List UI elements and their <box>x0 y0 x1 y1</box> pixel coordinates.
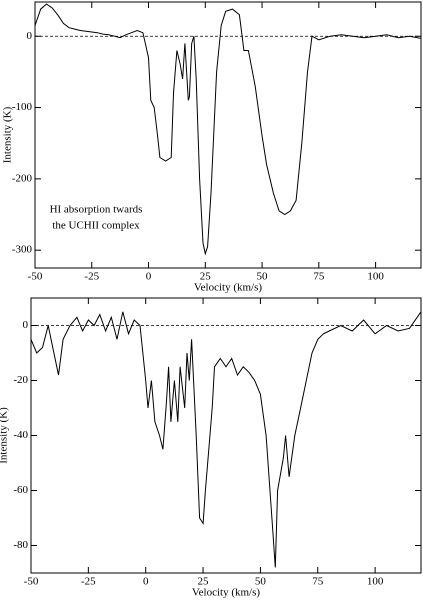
x-axis-label: Velocity (km/s) <box>194 282 262 294</box>
x-tick-label: 100 <box>367 271 384 283</box>
x-tick-label: -25 <box>84 271 99 283</box>
x-tick-label: 50 <box>257 271 269 283</box>
y-tick-label: 0 <box>27 30 33 42</box>
spectrum-line <box>34 3 422 256</box>
plot-frame <box>30 297 422 574</box>
x-tick-label: 75 <box>312 576 324 588</box>
y-tick-label: -200 <box>12 172 33 184</box>
y-tick-label: -60 <box>13 484 28 496</box>
plot-frame <box>34 1 422 269</box>
x-tick-label: -50 <box>24 576 39 588</box>
annotation: HI absorption twards <box>50 204 143 216</box>
x-tick-label: 25 <box>200 271 212 283</box>
spectrum-line <box>30 311 422 568</box>
x-tick-label: -50 <box>28 271 43 283</box>
x-tick-label: 0 <box>143 576 149 588</box>
y-axis-label: Intensity (K) <box>2 106 14 163</box>
y-axis-label: Intensity (K) <box>0 407 10 464</box>
y-tick-label: -20 <box>13 374 28 386</box>
x-tick-label: 0 <box>146 271 152 283</box>
x-tick-label: 100 <box>367 576 384 588</box>
y-tick-label: 0 <box>23 319 29 331</box>
x-tick-label: 75 <box>313 271 325 283</box>
y-tick-label: -100 <box>12 101 33 113</box>
x-tick-label: -25 <box>81 576 96 588</box>
y-tick-label: -300 <box>12 244 33 256</box>
x-axis-label: Velocity (km/s) <box>192 587 260 599</box>
x-tick-label: 50 <box>255 576 267 588</box>
y-tick-label: -40 <box>13 429 28 441</box>
x-tick-label: 25 <box>198 576 210 588</box>
annotation: the UCHII complex <box>52 220 140 232</box>
y-tick-label: -80 <box>13 539 28 551</box>
